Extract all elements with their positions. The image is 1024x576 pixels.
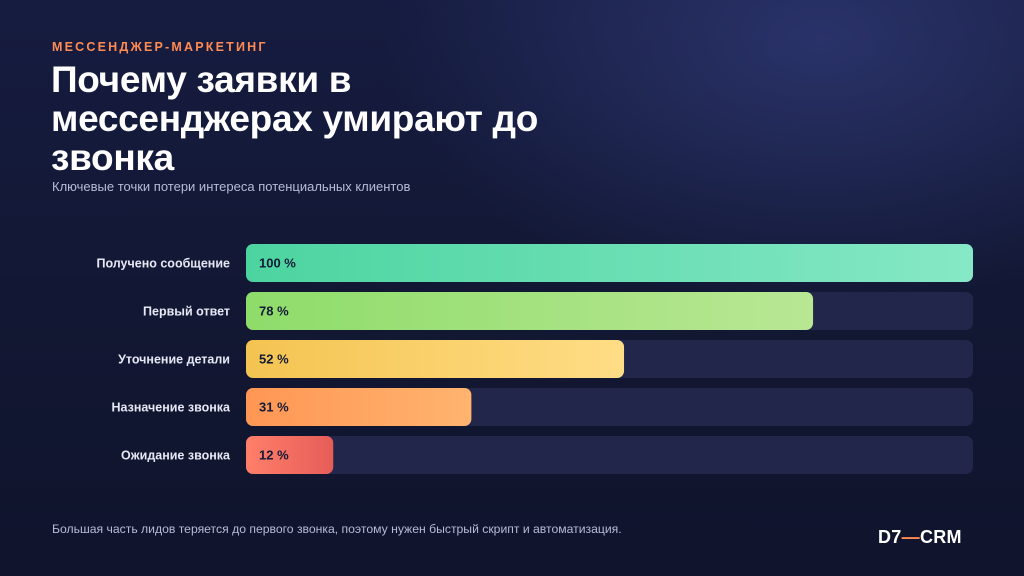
value-label: 12 % — [259, 448, 289, 463]
section-kicker: МЕССЕНДЖЕР-МАРКЕТИНГ — [52, 40, 268, 54]
value-label: 52 % — [259, 352, 289, 367]
category-label: Получено сообщение — [96, 257, 230, 271]
logo-text-left: D7 — [878, 527, 902, 547]
footnote: Большая часть лидов теряется до первого … — [52, 522, 622, 536]
bar — [246, 244, 973, 282]
bar — [246, 340, 625, 378]
bar — [246, 388, 472, 426]
value-label: 100 % — [259, 256, 296, 271]
bar — [246, 292, 814, 330]
bar — [246, 436, 334, 474]
brand-logo: D7—CRM — [878, 527, 962, 548]
value-label: 78 % — [259, 304, 289, 319]
category-label: Назначение звонка — [111, 401, 231, 415]
page-subtitle: Ключевые точки потери интереса потенциал… — [52, 179, 411, 194]
bar-track — [246, 436, 973, 474]
logo-dash: — — [901, 527, 920, 547]
category-label: Уточнение детали — [118, 353, 230, 367]
value-label: 31 % — [259, 400, 289, 415]
page-title: Почему заявки в мессенджерах умирают до … — [51, 59, 539, 178]
category-label: Первый ответ — [143, 305, 230, 319]
logo-text-right: CRM — [919, 527, 962, 547]
category-label: Ожидание звонка — [121, 449, 231, 463]
